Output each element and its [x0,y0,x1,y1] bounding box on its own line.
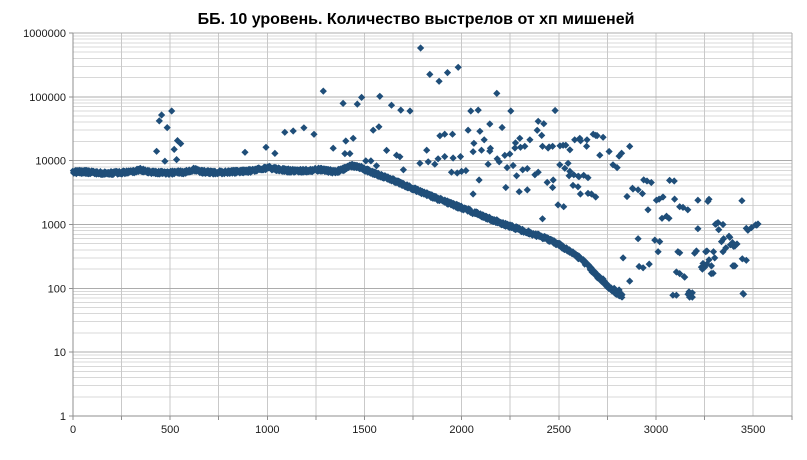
tick-label: 10000 [35,156,66,168]
tick-label: 0 [70,424,76,436]
tick-label: 1000 [255,424,279,436]
tick-label: 3000 [644,424,668,436]
tick-label: 1000 [42,220,66,232]
tick-label: 3500 [741,424,765,436]
tick-label: 1000000 [23,28,66,40]
chart-title: ББ. 10 уровень. Количество выстрелов от … [198,11,635,28]
tick-label: 100000 [29,92,66,104]
x-axis-tick-labels: 0 500 1000 1500 2000 2500 3000 3500 [70,424,765,436]
tick-label: 1500 [352,424,376,436]
tick-label: 100 [48,283,66,295]
tick-label: 500 [161,424,179,436]
axis-ticks [69,32,793,420]
tick-label: 10 [54,347,66,359]
gridlines-major [73,32,793,417]
tick-label: 2000 [449,424,473,436]
gridlines-minor [73,35,792,398]
data-series-scatter-points [153,44,762,301]
y-axis-tick-labels: 1 10 100 1000 10000 100000 1000000 [23,28,66,423]
tick-label: 2500 [547,424,571,436]
data-series-main-band [69,160,626,301]
tick-label: 1 [60,411,66,423]
